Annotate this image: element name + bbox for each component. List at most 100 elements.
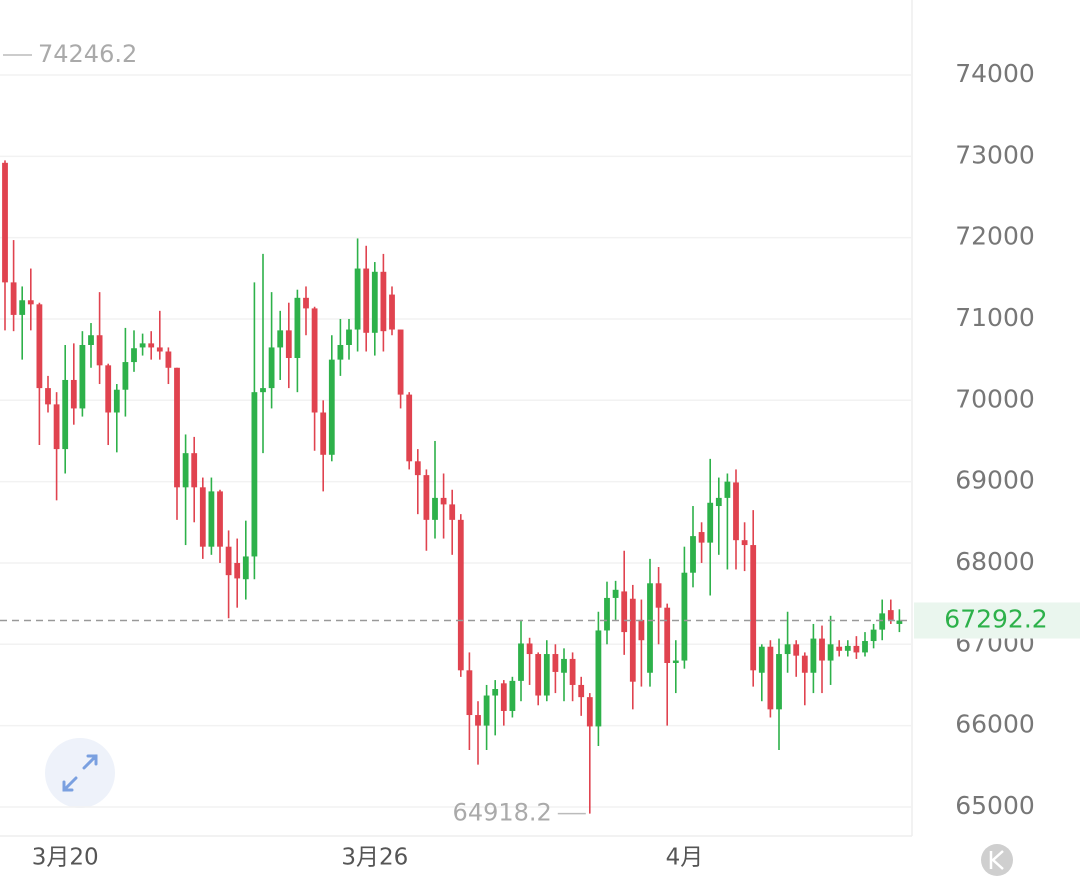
candle-body [79,344,86,409]
candle-body [483,695,490,726]
candle-body [182,453,189,488]
y-tick-label: 70000 [955,384,1035,413]
candle-body [70,379,77,409]
candle-body [10,282,17,315]
candle-body [492,689,499,696]
candle-body [406,394,413,462]
candle-body [328,359,335,455]
candle-body [604,597,610,631]
candle-body [242,556,249,580]
candle-body [260,388,266,393]
candle-body [380,271,387,332]
candle-body [225,546,232,576]
expand-icon[interactable] [62,754,98,792]
candle-body [122,362,129,390]
candle-body [870,629,877,642]
candle-body [19,300,26,315]
candle-body [397,329,404,395]
candle-body [440,497,447,505]
candle-body [53,404,60,450]
candle-body [862,641,868,653]
candle-body [36,304,43,389]
candle-body [45,388,51,405]
candle-body [707,502,714,543]
candle-body [733,482,739,541]
y-tick-label: 68000 [955,547,1035,576]
candle-body [294,297,301,359]
candle-body [113,389,120,413]
candle-body [311,308,318,413]
candle-body [457,519,464,671]
k-button-bg[interactable] [981,844,1013,876]
candle-body [543,654,550,696]
candle-body [251,392,258,557]
candle-body [320,412,327,455]
candle-body [337,344,344,360]
candle-body [354,268,361,330]
candle-body [199,487,206,547]
last-price-label: 67292.2 [944,605,1047,634]
candle-body [896,620,903,624]
candle-body [148,343,155,348]
candle-body [879,613,886,630]
candle-body [389,294,395,330]
k-icon[interactable] [989,850,1004,870]
last-price-box [914,602,1080,639]
candle-body [466,670,473,716]
candle-body [793,644,800,656]
candle-body [647,583,653,673]
candle-body [621,591,628,633]
candle-body [285,330,292,359]
candle-body [638,619,645,641]
candle-body [191,453,198,488]
candle-body [131,348,137,363]
candle-body [105,365,112,413]
candle-body [217,491,223,547]
candle-body [500,683,507,711]
candle-body [518,643,524,681]
candle-body [2,162,8,283]
candle-body [672,660,679,663]
candle-body [887,610,894,620]
candle-body [346,329,352,345]
candle-body [449,504,456,520]
candle-body [715,497,722,507]
candle-body [827,644,834,661]
candle-body [535,654,542,696]
candle-body [758,646,765,673]
candle-body [784,644,791,655]
candle-body [88,335,94,345]
candle-body [432,497,438,520]
candle-body [552,654,559,672]
candle-body [208,491,215,547]
candle-body [234,562,241,579]
candle-body [767,646,774,710]
y-tick-label: 73000 [955,140,1035,169]
candle-body [27,300,34,305]
candle-body [801,655,808,673]
candle-body [423,475,430,520]
high-marker-label: 74246.2 [38,40,137,68]
low-marker-label: 64918.2 [453,799,552,827]
candle-body [664,607,671,663]
candle-body [268,347,275,389]
candle-body [741,540,748,546]
candle-body [612,589,619,598]
candle-body [578,684,585,698]
candle-body [776,654,782,710]
candle-body [303,297,309,309]
candle-body [586,697,593,727]
candle-body [810,638,817,673]
expand-button[interactable] [45,738,115,808]
candle-body [174,367,180,488]
k-button[interactable] [981,844,1013,876]
x-tick-label: 3月20 [32,845,99,871]
candle-body [690,536,696,573]
candle-body [414,461,421,476]
candle-body [698,532,705,543]
expand-button-bg[interactable] [45,738,115,808]
y-tick-label: 69000 [955,466,1035,495]
candle-body [595,630,602,727]
candle-body [96,335,103,366]
candle-body [655,583,662,608]
